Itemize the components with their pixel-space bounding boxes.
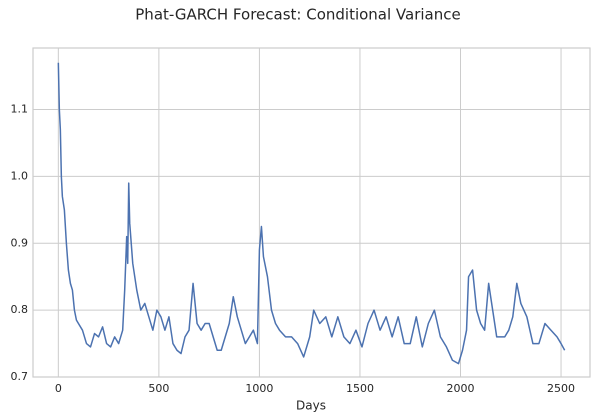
x-tick-label: 2000: [447, 382, 475, 395]
y-tick-label: 0.8: [11, 303, 29, 316]
x-tick-label: 2500: [547, 382, 575, 395]
plot-frame: [32, 47, 591, 378]
data-line: [57, 62, 566, 365]
x-tick-label: 500: [148, 382, 169, 395]
x-axis-label: Days: [296, 399, 326, 413]
chart-title: Phat-GARCH Forecast: Conditional Varianc…: [135, 6, 460, 24]
y-tick-label: 1.1: [11, 103, 29, 116]
y-tick-label: 1.0: [11, 169, 29, 182]
x-tick-label: 0: [55, 382, 62, 395]
y-tick-label: 0.7: [11, 370, 29, 383]
y-tick-label: 0.9: [11, 236, 29, 249]
x-tick-label: 1000: [245, 382, 273, 395]
x-tick-label: 1500: [346, 382, 374, 395]
